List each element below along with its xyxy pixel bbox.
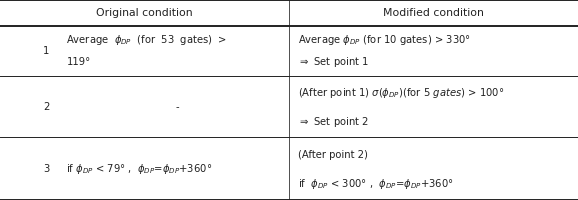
Text: 119°: 119°: [66, 57, 91, 67]
Text: (After point 2): (After point 2): [298, 150, 368, 160]
Text: 3: 3: [43, 164, 50, 173]
Text: Average $\phi_{DP}$ (for 10 gates) > 330°: Average $\phi_{DP}$ (for 10 gates) > 330…: [298, 33, 470, 47]
Text: Average  $\phi_{DP}$  (for  53  gates)  >: Average $\phi_{DP}$ (for 53 gates) >: [66, 33, 228, 47]
Text: if $\phi_{DP}$ < 79° ,  $\phi_{DP}$=$\phi_{DP}$+360°: if $\phi_{DP}$ < 79° , $\phi_{DP}$=$\phi…: [66, 162, 213, 176]
Text: $\Rightarrow$ Set point 2: $\Rightarrow$ Set point 2: [298, 115, 369, 129]
Text: 1: 1: [43, 46, 50, 56]
Text: if  $\phi_{DP}$ < 300° ,  $\phi_{DP}$=$\phi_{DP}$+360°: if $\phi_{DP}$ < 300° , $\phi_{DP}$=$\ph…: [298, 177, 453, 191]
Text: Original condition: Original condition: [96, 8, 193, 18]
Text: 2: 2: [43, 102, 50, 112]
Text: -: -: [176, 102, 180, 112]
Text: (After point 1) $\sigma(\phi_{DP})$(for 5 $\mathit{gates}$) > 100°: (After point 1) $\sigma(\phi_{DP})$(for …: [298, 86, 504, 100]
Text: Modified condition: Modified condition: [383, 8, 484, 18]
Text: $\Rightarrow$ Set point 1: $\Rightarrow$ Set point 1: [298, 55, 369, 69]
